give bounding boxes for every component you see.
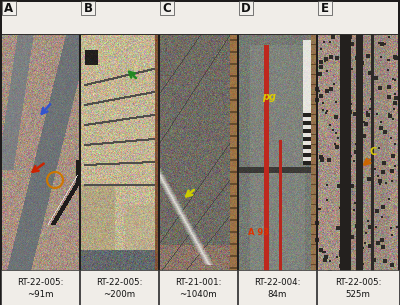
- Text: RT-22-005:: RT-22-005:: [17, 278, 63, 287]
- Text: pg: pg: [262, 92, 276, 102]
- Bar: [160, 1, 174, 15]
- Bar: [81, 1, 95, 15]
- Text: D: D: [241, 2, 251, 15]
- Text: ~1040m: ~1040m: [179, 290, 217, 299]
- Text: C: C: [370, 147, 377, 157]
- Text: 84m: 84m: [267, 290, 287, 299]
- Text: 525m: 525m: [346, 290, 370, 299]
- Text: RT-22-005:: RT-22-005:: [335, 278, 381, 287]
- Bar: [2, 1, 16, 15]
- Bar: [159, 270, 237, 305]
- Text: RT-22-004:: RT-22-004:: [254, 278, 300, 287]
- Bar: [1, 270, 79, 305]
- Text: ~91m: ~91m: [27, 290, 53, 299]
- Text: A: A: [4, 2, 14, 15]
- Bar: [238, 270, 316, 305]
- Bar: [239, 1, 253, 15]
- Text: B: B: [84, 2, 92, 15]
- Text: ~200m: ~200m: [103, 290, 135, 299]
- Bar: [318, 1, 332, 15]
- Text: C: C: [163, 2, 171, 15]
- Text: RT-21-001:: RT-21-001:: [175, 278, 221, 287]
- Text: A 93: A 93: [248, 228, 269, 237]
- Bar: [80, 270, 158, 305]
- Text: E: E: [321, 2, 329, 15]
- Bar: [317, 270, 399, 305]
- Text: RT-22-005:: RT-22-005:: [96, 278, 142, 287]
